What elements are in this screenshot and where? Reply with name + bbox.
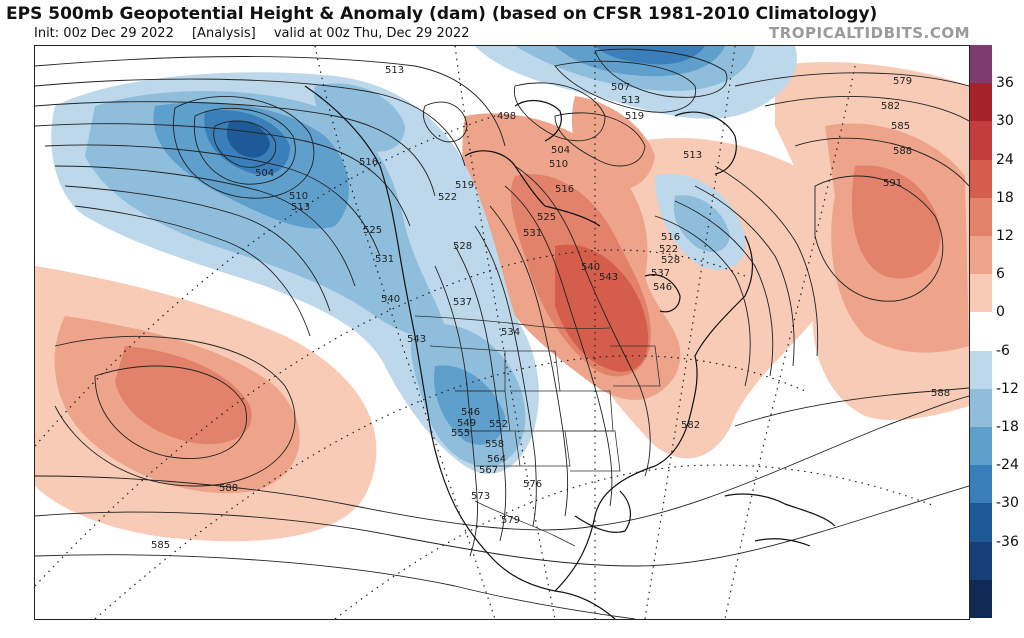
colorbar-tick-label: 24 [996, 151, 1014, 168]
contour-label: 582 [681, 420, 700, 431]
contour-label: 576 [523, 479, 542, 490]
contour-label: 522 [438, 192, 457, 203]
contour-label: 516 [555, 184, 574, 195]
contour-label: 513 [385, 65, 404, 76]
map-panel: 513 498 507 513 519 504 510 516 513 504 … [34, 45, 970, 620]
contour-label: 513 [683, 150, 702, 161]
map-title: EPS 500mb Geopotential Height & Anomaly … [6, 4, 878, 24]
contour-label: 525 [537, 212, 556, 223]
contour-label: 579 [501, 515, 520, 526]
contour-label: 531 [523, 228, 542, 239]
contour-label: 537 [651, 268, 670, 279]
coastlines [304, 85, 836, 619]
colorbar-tick-label: -24 [996, 457, 1019, 474]
colorbar-tick-label: 6 [996, 266, 1005, 283]
contour-label: 537 [453, 297, 472, 308]
contour-label: 513 [291, 202, 310, 213]
contour-label: 498 [497, 111, 516, 122]
contour-label: 567 [479, 465, 498, 476]
colorbar-segment [970, 579, 992, 619]
map-subtitle: Init: 00z Dec 29 2022 [Analysis] valid a… [34, 26, 484, 41]
contour-label: 552 [489, 419, 508, 430]
contour-label: 555 [451, 428, 470, 439]
contour-label: 588 [219, 483, 238, 494]
contour-label: 507 [611, 82, 630, 93]
contour-label: 540 [381, 294, 400, 305]
contour-label: 519 [625, 111, 644, 122]
contour-label: 528 [661, 255, 680, 266]
height-contours [35, 48, 969, 619]
colorbar-tick-label: 0 [996, 304, 1005, 321]
contour-label: 540 [581, 262, 600, 273]
colorbar-tick-label: -12 [996, 380, 1019, 397]
contour-label: 510 [549, 159, 568, 170]
colorbar-segment [970, 274, 992, 313]
contour-label: 573 [471, 491, 490, 502]
contour-label: 582 [881, 101, 900, 112]
colorbar-tick-label: 36 [996, 75, 1014, 92]
contour-label: 543 [407, 334, 426, 345]
init-time: Init: 00z Dec 29 2022 [34, 26, 174, 41]
contour-label: 546 [461, 407, 480, 418]
colorbar-segment [970, 159, 992, 199]
contour-label: 558 [485, 439, 504, 450]
contour-label: 516 [661, 232, 680, 243]
analysis-tag: [Analysis] [191, 26, 256, 41]
colorbar-tick-label: 18 [996, 189, 1014, 206]
contour-label: 504 [255, 168, 274, 179]
colorbar-segment [970, 83, 992, 122]
map-svg: 513 498 507 513 519 504 510 516 513 504 … [35, 46, 969, 619]
contour-label: 591 [883, 178, 902, 189]
contour-label: 585 [891, 121, 910, 132]
contour-label: 510 [289, 191, 308, 202]
colorbar-tick-label: 30 [996, 113, 1014, 130]
colorbar-tick-label: 12 [996, 228, 1014, 244]
contour-label: 564 [487, 454, 506, 465]
colorbar-segment [970, 541, 992, 581]
contour-label: 504 [551, 145, 570, 156]
colorbar [970, 45, 992, 619]
contour-label: 579 [893, 76, 912, 87]
contour-label: 519 [455, 180, 474, 191]
colorbar-tick-label: -6 [996, 342, 1010, 359]
colorbar-segment [970, 197, 992, 237]
colorbar-tick-label: -18 [996, 419, 1019, 435]
colorbar-segment [970, 121, 992, 161]
colorbar-tick-label: -36 [996, 533, 1019, 550]
colorbar-segment [970, 465, 992, 504]
contour-label: 516 [359, 157, 378, 168]
contour-label: 534 [501, 327, 520, 338]
colorbar-segment [970, 388, 992, 428]
contour-label: 513 [621, 95, 640, 106]
contour-label: 525 [363, 225, 382, 236]
political-borders [414, 315, 661, 547]
valid-time: valid at 00z Thu, Dec 29 2022 [273, 26, 470, 41]
watermark: TROPICALTIDBITS.COM [769, 24, 970, 42]
contour-label: 588 [893, 146, 912, 157]
contour-label: 543 [599, 272, 618, 283]
contour-label: 549 [457, 418, 476, 429]
colorbar-segment [970, 312, 992, 352]
colorbar-segment [970, 503, 992, 543]
colorbar-segment [970, 236, 992, 275]
contour-label: 531 [375, 254, 394, 265]
contour-label: 546 [653, 282, 672, 293]
colorbar-segment [970, 350, 992, 390]
contour-label: 528 [453, 241, 472, 252]
contour-label: 588 [931, 388, 950, 399]
colorbar-segment [970, 45, 992, 84]
contour-labels: 513 498 507 513 519 504 510 516 513 504 … [151, 65, 950, 551]
contour-label: 522 [659, 244, 678, 255]
colorbar-segment [970, 427, 992, 466]
colorbar-tick-label: -30 [996, 495, 1019, 512]
latlon-grid [35, 46, 936, 619]
contour-label: 585 [151, 540, 170, 551]
